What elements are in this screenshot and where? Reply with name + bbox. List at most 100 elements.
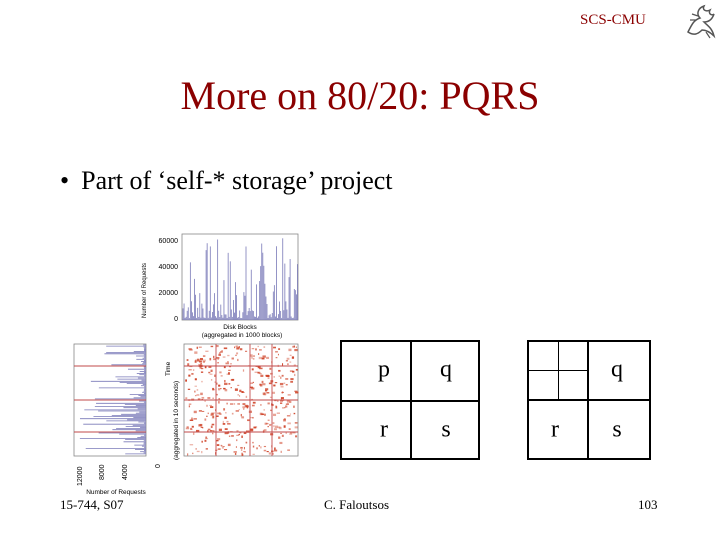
heatmap-mark <box>198 410 202 412</box>
heatmap-mark <box>264 392 266 394</box>
heatmap-mark <box>289 370 293 372</box>
heatmap-mark <box>195 429 200 432</box>
heatmap-mark <box>221 350 223 353</box>
footer-course: 15-744, S07 <box>60 497 124 512</box>
heatmap-mark <box>214 374 216 377</box>
heatmap-mark <box>263 445 267 448</box>
heatmap-mark <box>191 425 194 428</box>
heatmap-mark <box>293 412 296 415</box>
heatmap-mark <box>250 428 254 431</box>
heatmap-mark <box>242 406 246 409</box>
heatmap-mark <box>275 351 278 353</box>
heatmap-mark <box>231 357 234 360</box>
heatmap-mark <box>259 412 263 416</box>
heatmap-mark <box>291 356 295 359</box>
heatmap-mark <box>194 390 196 393</box>
heatmap-mark <box>188 405 191 408</box>
heatmap-mark <box>187 363 190 366</box>
heatmap-mark <box>209 357 212 361</box>
heatmap-mark <box>201 396 205 399</box>
heatmap-mark <box>194 395 197 397</box>
heatmap-mark <box>236 434 240 436</box>
heatmap-mark <box>294 426 298 429</box>
quadrant-grid-right: q r s <box>527 340 651 460</box>
heatmap-mark <box>280 376 282 379</box>
side-tick-3: 4000 <box>122 464 129 480</box>
heatmap-mark <box>264 422 268 425</box>
heatmap-mark <box>273 449 278 452</box>
heatmap-mark <box>285 378 289 380</box>
heatmap-mark <box>241 391 244 393</box>
heatmap-mark <box>198 363 202 366</box>
heatmap-mark <box>245 395 248 398</box>
heatmap-mark <box>286 400 290 402</box>
heatmap-mark <box>209 373 213 375</box>
heatmap-mark <box>239 348 243 351</box>
heatmap-mark <box>236 439 238 442</box>
heatmap-mark <box>202 361 205 363</box>
heatmap-mark <box>295 346 297 348</box>
heatmap-mark <box>293 345 295 348</box>
heatmap-mark <box>234 452 237 455</box>
heatmap-mark <box>207 428 211 431</box>
heatmap-mark <box>206 404 208 407</box>
heatmap-mark <box>260 374 264 377</box>
heatmap-mark <box>251 404 255 407</box>
heatmap-mark <box>190 428 193 430</box>
side-ylabel-sub: (aggregated in 10 seconds) <box>173 381 180 460</box>
heatmap-mark <box>237 384 240 387</box>
heatmap-mark <box>192 432 195 435</box>
heatmap-mark <box>198 346 202 348</box>
heatmap-mark <box>263 449 267 452</box>
heatmap-mark <box>201 367 204 370</box>
heatmap-mark <box>274 382 278 384</box>
heatmap-mark <box>267 377 270 379</box>
heatmap-mark <box>229 363 232 365</box>
heatmap-mark <box>275 357 278 359</box>
heatmap-mark <box>193 418 197 420</box>
heatmap-mark <box>199 360 202 363</box>
heatmap-mark <box>266 392 270 394</box>
heatmap-mark <box>226 361 229 363</box>
heatmap-mark <box>212 387 215 391</box>
heatmap-mark <box>295 368 298 371</box>
heatmap-mark <box>237 358 239 362</box>
heatmap-mark <box>204 439 207 442</box>
side-xlabel: Number of Requests <box>86 489 146 496</box>
heatmap-mark <box>257 345 259 348</box>
heatmap-mark <box>188 403 192 405</box>
cell-s: s <box>612 416 622 443</box>
heatmap-mark <box>280 397 284 399</box>
heatmap-mark <box>207 412 209 415</box>
heatmap-mark <box>239 389 242 393</box>
heatmap-mark <box>196 389 199 391</box>
heatmap-mark <box>257 366 261 369</box>
header-org: SCS-CMU <box>580 12 646 28</box>
heatmap-mark <box>285 432 287 434</box>
heatmap-mark <box>252 355 256 358</box>
heatmap-mark <box>200 362 202 365</box>
heatmap-mark <box>219 351 223 353</box>
heatmap-mark <box>274 425 279 429</box>
quadrant-grid-left: p q r s <box>340 340 480 460</box>
heatmap-mark <box>250 417 253 419</box>
heatmap-mark <box>268 423 271 426</box>
top-tick-3: 20000 <box>159 290 179 297</box>
heatmap-mark <box>285 384 288 386</box>
heatmap-mark <box>196 450 200 453</box>
top-tick-2: 40000 <box>159 264 179 271</box>
heatmap-mark <box>205 350 209 352</box>
side-tick-4: 0 <box>155 464 162 468</box>
heatmap-mark <box>252 453 255 455</box>
heatmap-mark <box>194 378 197 381</box>
heatmap-mark <box>280 400 284 402</box>
heatmap-mark <box>228 372 230 375</box>
heatmap-mark <box>223 387 226 390</box>
heatmap-mark <box>258 353 260 355</box>
heatmap-mark <box>209 430 213 432</box>
top-histogram <box>182 238 298 320</box>
heatmap-mark <box>256 447 258 450</box>
heatmap-mark <box>273 346 276 349</box>
heatmap-mark <box>231 378 235 381</box>
heatmap-mark <box>214 381 216 383</box>
